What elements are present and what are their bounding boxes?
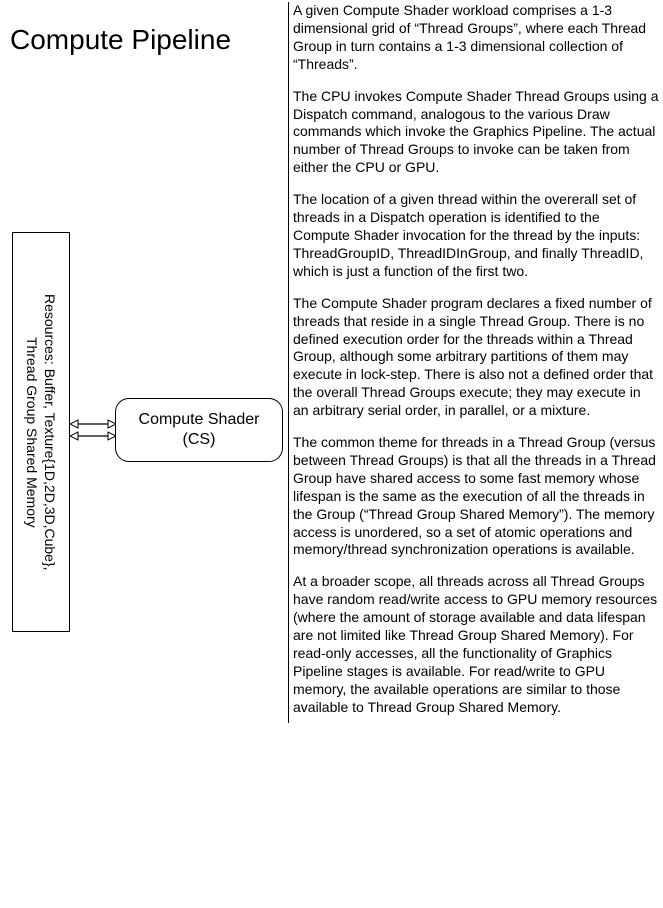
resources-box: Resources: Buffer, Texture{1D,2D,3D,Cube… — [12, 232, 70, 632]
paragraph: The Compute Shader program declares a fi… — [293, 295, 660, 420]
paragraph: The common theme for threads in a Thread… — [293, 434, 660, 559]
shader-label-line1: Compute Shader — [139, 410, 260, 430]
paragraph: At a broader scope, all threads across a… — [293, 573, 660, 716]
paragraph: The CPU invokes Compute Shader Thread Gr… — [293, 88, 660, 178]
paragraph: A given Compute Shader workload comprise… — [293, 2, 660, 74]
compute-shader-box: Compute Shader (CS) — [115, 398, 283, 462]
shader-label-line2: (CS) — [183, 430, 216, 450]
description-column: A given Compute Shader workload comprise… — [288, 2, 660, 723]
paragraph: The location of a given thread within th… — [293, 191, 660, 281]
bidirectional-connector-icon — [70, 415, 116, 445]
page-title: Compute Pipeline — [10, 24, 231, 56]
resources-label: Resources: Buffer, Texture{1D,2D,3D,Cube… — [23, 294, 59, 571]
